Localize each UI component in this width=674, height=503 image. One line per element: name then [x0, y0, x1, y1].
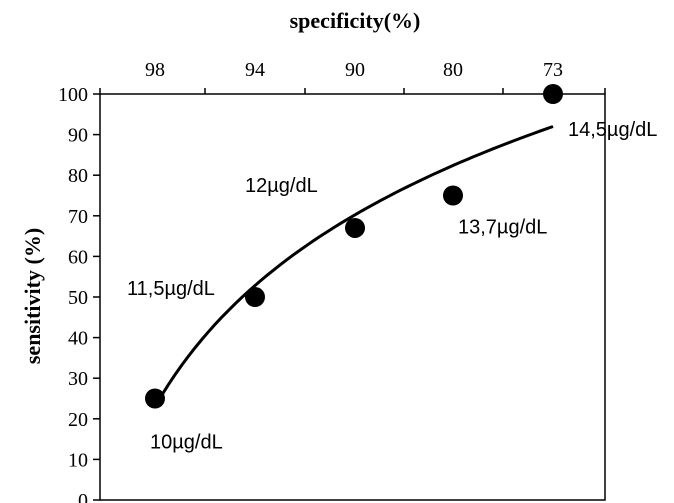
data-label: 10µg/dL	[150, 432, 223, 454]
x-tick-label: 94	[245, 59, 265, 81]
data-label: 14,5µg/dL	[568, 119, 657, 141]
y-tick-label: 70	[68, 206, 88, 228]
x-tick-label: 90	[345, 59, 365, 81]
y-tick-label: 20	[68, 409, 88, 431]
y-axis-label: sensitivity (%)	[20, 228, 45, 364]
y-tick-label: 10	[68, 449, 88, 471]
y-tick-label: 80	[68, 165, 88, 187]
data-label: 13,7µg/dL	[458, 217, 547, 239]
data-point	[443, 185, 463, 206]
y-tick-label: 90	[68, 125, 88, 147]
y-tick-label: 50	[68, 287, 88, 309]
data-point	[345, 217, 365, 238]
data-label: 11,5µg/dL	[127, 278, 215, 300]
y-tick-label: 100	[58, 84, 88, 106]
data-label: 12µg/dL	[245, 175, 318, 197]
data-point	[145, 388, 165, 409]
x-tick-label: 80	[443, 59, 463, 81]
y-tick-label: 40	[68, 328, 88, 350]
y-tick-label: 60	[68, 246, 88, 268]
y-tick-label: 0	[78, 490, 88, 503]
x-tick-label: 73	[543, 59, 563, 81]
chart-title: specificity(%)	[290, 8, 421, 33]
data-point	[543, 84, 563, 104]
x-tick-label: 98	[145, 59, 165, 81]
data-point	[245, 287, 265, 307]
plot-area: 0 10 20 30 40 50 60 70 80 90 100 98 94 90 80 73 10µg/dL 1…	[58, 59, 657, 503]
trendline	[153, 125, 554, 408]
y-tick-label: 30	[68, 368, 88, 390]
